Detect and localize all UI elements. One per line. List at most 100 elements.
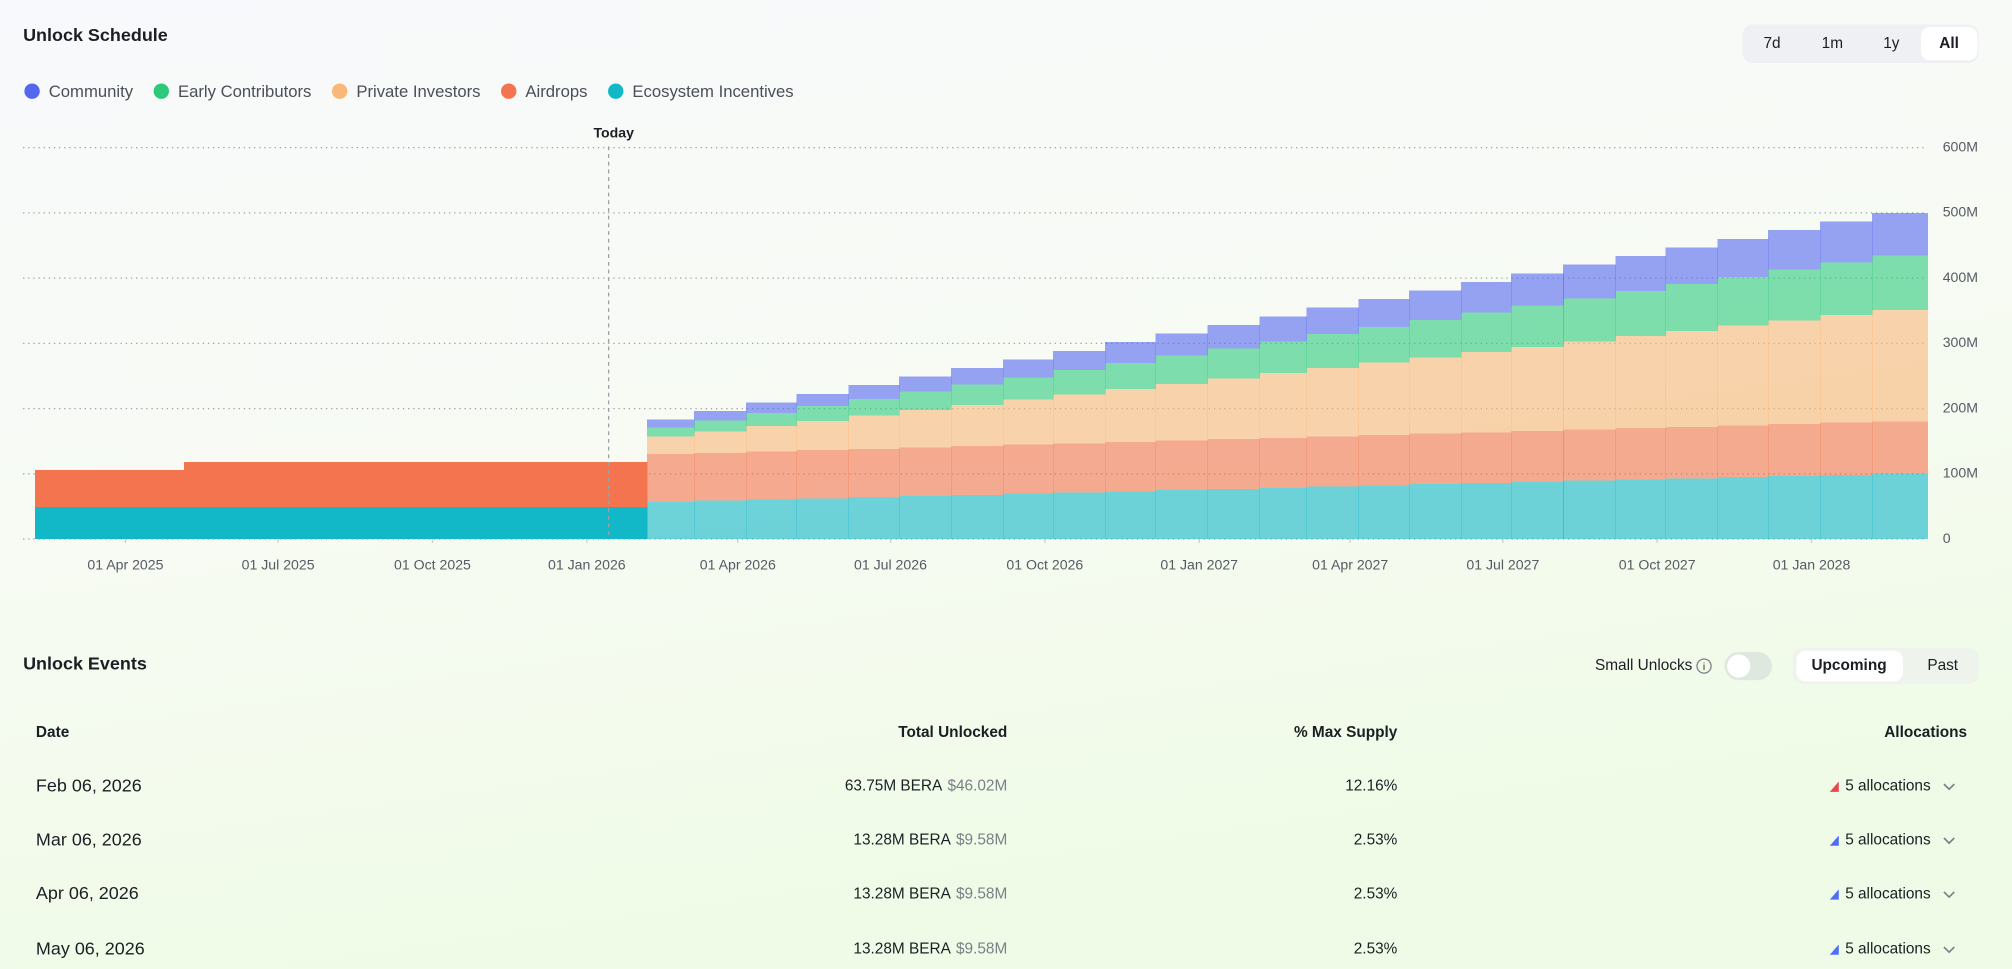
area-step [1259,316,1308,342]
area-step [848,448,900,498]
area-step [1408,319,1462,358]
area-step [1259,373,1308,438]
chevron [1943,946,1955,954]
area-step [1563,298,1616,342]
area-step [184,462,237,508]
area-step [848,497,900,540]
area-step [1563,480,1616,540]
x-tick-label: 01 Apr 2025 [87,557,163,573]
event-date: Mar 06, 2026 [36,829,142,849]
area-step [1155,355,1209,384]
event-date: May 06, 2026 [36,938,145,958]
area-step [1105,389,1157,442]
area-step [1207,439,1261,489]
area-step [647,419,695,428]
event-tab[interactable]: Past [1927,657,1958,674]
amount: 13.28M BERA [853,832,951,849]
area-step [1155,490,1209,540]
event-date: Feb 06, 2026 [36,775,142,795]
area-step [1155,440,1209,491]
y-tick-label: 500M [1943,204,1978,220]
range-button[interactable]: All [1920,27,1978,61]
area-step [1615,428,1667,480]
area-step [1306,367,1360,437]
area-step [1002,377,1054,400]
allocations-label: 5 allocations [1845,886,1931,903]
area-step [1053,370,1106,395]
section-title: Unlock Events [23,654,147,674]
area-step [492,462,544,508]
chevron [1943,891,1955,899]
range-button[interactable]: 1m [1822,35,1843,52]
x-tick-label: 01 Jan 2028 [1773,557,1851,573]
area-step [1819,422,1873,475]
area-step [390,507,442,540]
area-step [1155,333,1209,356]
area-step [1563,429,1616,481]
area-step [1563,341,1616,430]
area-step [1306,436,1360,487]
allocations-dropdown[interactable]: 5 allocations [1829,886,1955,903]
area-step [1358,485,1410,540]
x-tick-label: 01 Apr 2026 [700,557,776,573]
max-supply-pct: 2.53% [1354,886,1398,903]
area-step [1053,350,1106,371]
area-step [694,431,747,453]
area-step [746,426,798,452]
area-step [1358,327,1410,363]
range-button[interactable]: 1y [1883,35,1900,52]
area-step [746,451,798,500]
allocations-label: 5 allocations [1845,832,1931,849]
area-step [647,427,695,437]
area-step [236,507,288,540]
today-label: Today [593,124,634,140]
y-tick-label: 0 [1943,530,1951,546]
small-unlocks-label: Small Unlocks [1595,657,1693,674]
area-step [898,447,952,496]
event-tab[interactable]: Upcoming [1796,650,1903,682]
small-unlocks-toggle[interactable] [1724,651,1773,681]
tab-label: Upcoming [1811,657,1886,674]
area-step [647,501,695,540]
area-step [1819,474,1873,540]
area-step [236,462,288,508]
usd-value: $9.58M [956,941,1007,958]
usd-value: $46.02M [947,778,1007,795]
y-tick-label: 200M [1943,399,1978,415]
area-step [1615,336,1667,429]
area-step [1767,230,1821,270]
area-step [390,462,442,508]
area-step [1717,238,1769,277]
area-step [950,384,1004,405]
area-step [1563,264,1616,299]
area-step [1665,330,1719,427]
area-step [1717,276,1769,326]
total-unlocked: 13.28M BERA $9.58M [853,832,1007,849]
area-step [1207,488,1261,540]
area-step [898,376,952,392]
total-unlocked: 13.28M BERA $9.58M [853,941,1007,958]
area-step [338,462,392,508]
area-step [1511,430,1564,482]
area-step [950,368,1004,385]
legend-label: Airdrops [525,82,587,101]
area-step [1306,307,1360,335]
area-step [1767,320,1821,425]
area-step [1155,383,1209,441]
x-tick-label: 01 Jan 2026 [548,557,626,573]
area-step [1871,213,1928,256]
y-tick-label: 400M [1943,269,1978,285]
range-label: All [1939,35,1959,52]
area-step [1511,346,1564,431]
area-step [1615,256,1667,292]
area-step [543,462,596,508]
area-step [694,420,747,432]
area-step [1871,309,1928,422]
area-step [1511,481,1564,540]
area-step [1002,399,1054,445]
legend-label: Early Contributors [178,82,311,101]
range-button[interactable]: 7d [1763,35,1780,52]
area-step [1207,348,1261,379]
area-step [1717,477,1769,540]
area-step [81,469,135,508]
